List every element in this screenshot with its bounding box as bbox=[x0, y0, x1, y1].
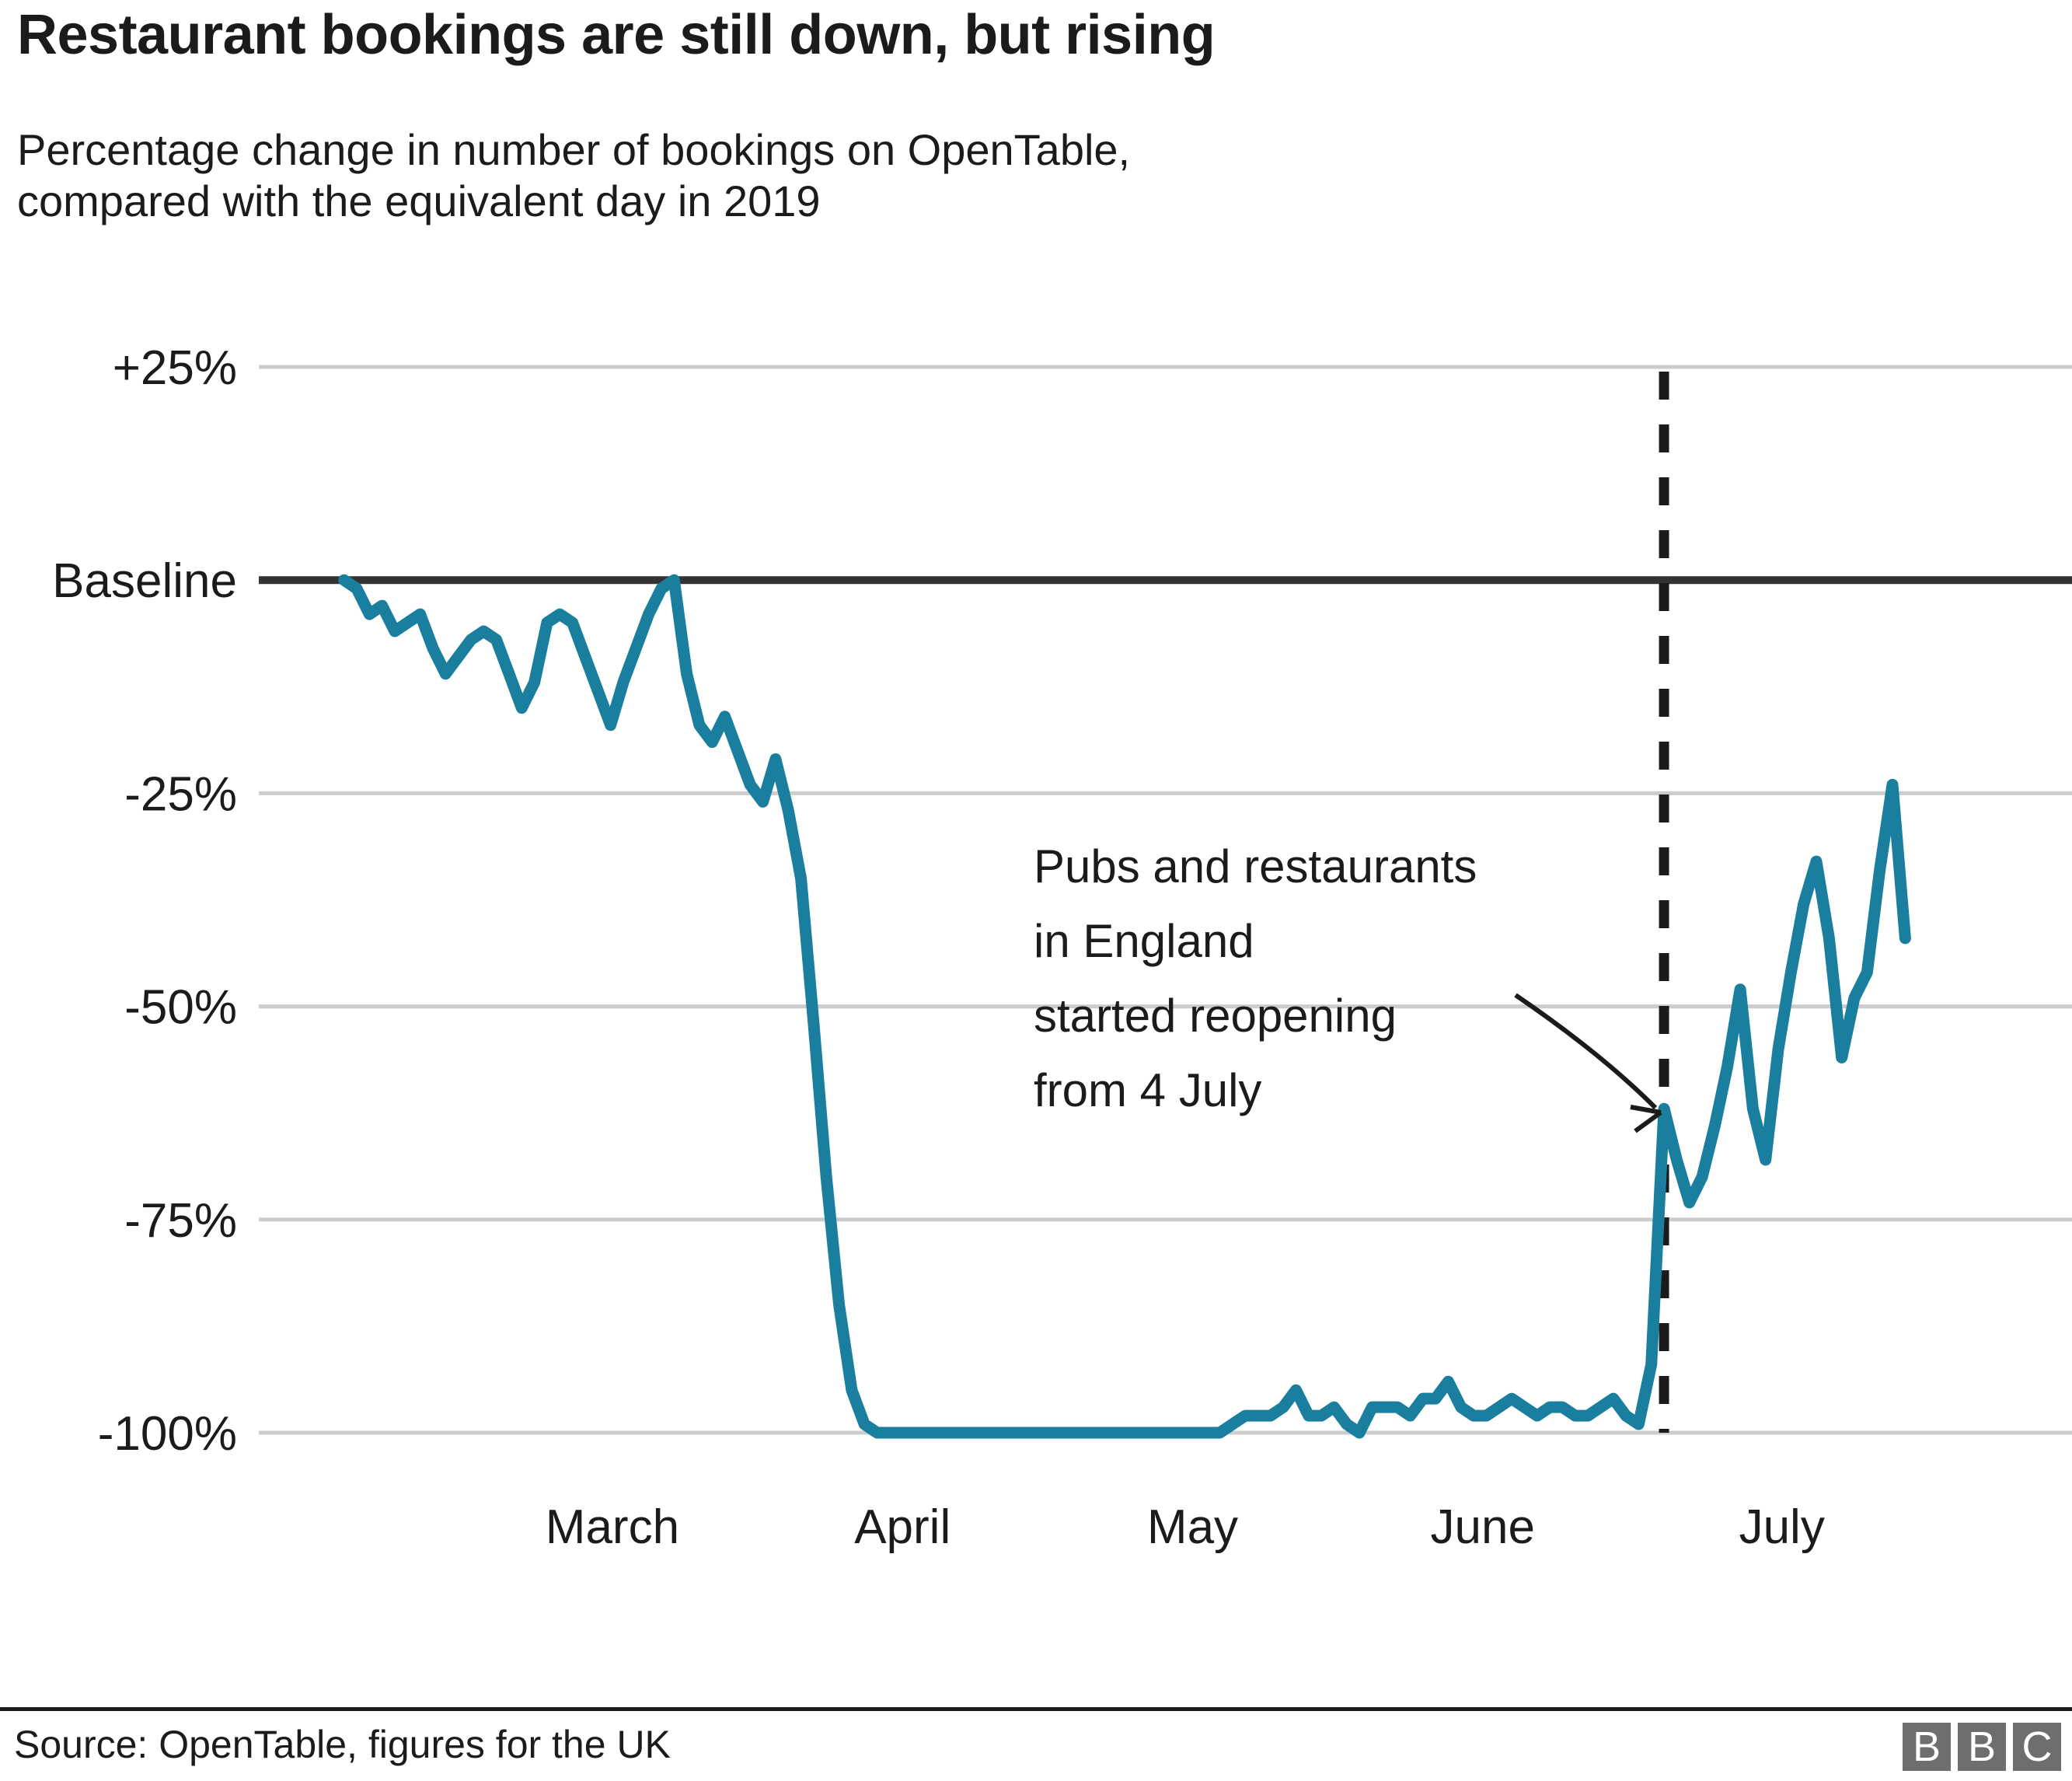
annotation-group: Pubs and restaurants in England started re… bbox=[1034, 840, 1662, 1133]
x-tick-label: April bbox=[854, 1500, 951, 1554]
data-series-line bbox=[338, 574, 1911, 1439]
annotation-line: started reopening bbox=[1034, 990, 1397, 1042]
page-title: Restaurant bookings are still down, but … bbox=[17, 4, 1216, 66]
bbc-logo: B B C bbox=[1903, 1723, 2061, 1771]
source-note: Source: OpenTable, figures for the UK bbox=[14, 1723, 671, 1766]
annotation-arrow-head bbox=[1630, 1105, 1662, 1133]
y-tick-label: -100% bbox=[98, 1407, 237, 1461]
x-tick-label: June bbox=[1431, 1500, 1535, 1554]
annotation-line: in England bbox=[1034, 915, 1254, 967]
annotation-line: from 4 July bbox=[1034, 1064, 1261, 1116]
y-tick-label: -75% bbox=[124, 1194, 237, 1248]
y-tick-label: Baseline bbox=[52, 554, 237, 608]
series-line-bookings bbox=[338, 574, 1911, 1439]
annotation-arrow-curve bbox=[1514, 993, 1658, 1110]
footer-divider bbox=[0, 1707, 2072, 1711]
x-tick-label: May bbox=[1147, 1500, 1238, 1554]
y-axis-tick-labels: +25% Baseline -25% -50% -75% -100% bbox=[52, 341, 237, 1461]
bbc-logo-letter-2: B bbox=[1958, 1723, 2006, 1771]
bbc-logo-letter-1: B bbox=[1903, 1723, 1951, 1771]
annotation-line: Pubs and restaurants bbox=[1034, 840, 1477, 892]
x-axis-tick-labels: March April May June July bbox=[546, 1500, 1825, 1554]
y-tick-label: -25% bbox=[124, 767, 237, 821]
bbc-logo-letter-3: C bbox=[2013, 1723, 2061, 1771]
chart-subtitle: Percentage change in number of bookings … bbox=[17, 125, 1131, 226]
x-tick-label: July bbox=[1739, 1500, 1825, 1554]
x-tick-label: March bbox=[546, 1500, 679, 1554]
y-tick-label: +25% bbox=[113, 341, 237, 395]
y-tick-label: -50% bbox=[124, 981, 237, 1035]
